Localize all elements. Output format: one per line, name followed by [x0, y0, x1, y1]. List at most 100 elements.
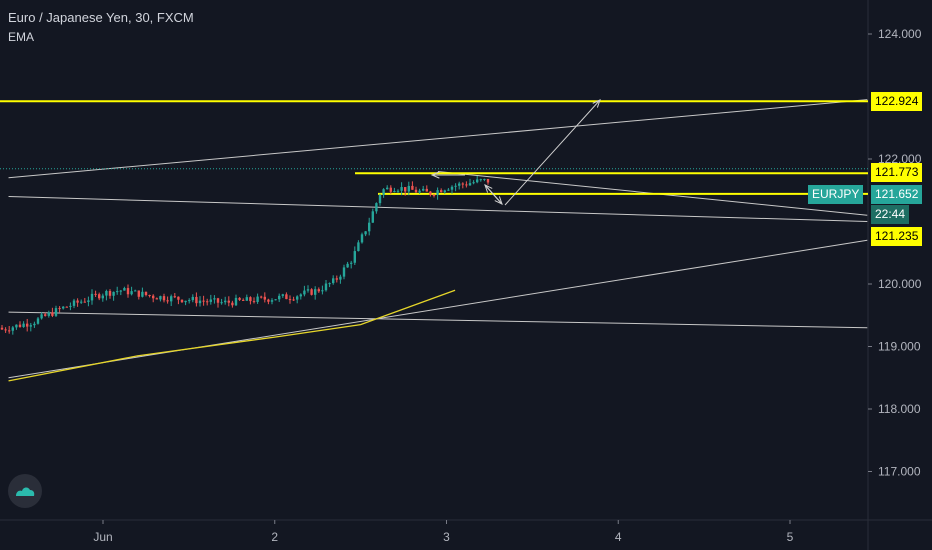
candle-body — [80, 301, 83, 303]
candle-body — [195, 296, 198, 304]
candle-body — [306, 289, 310, 291]
candle-body — [368, 222, 371, 232]
candle-body — [296, 296, 299, 300]
candle-body — [486, 178, 490, 183]
candle-body — [436, 190, 439, 195]
candle-body — [112, 291, 115, 296]
candle-body — [137, 290, 140, 297]
candle-body — [278, 295, 281, 300]
x-tick-label: 3 — [443, 530, 450, 544]
candle-body — [465, 184, 468, 186]
candle-body — [166, 300, 169, 302]
candle-body — [101, 295, 104, 299]
candle-body — [414, 189, 418, 193]
candle-body — [425, 188, 428, 192]
candle-body — [213, 298, 216, 300]
candle-body — [339, 276, 342, 280]
candle-body — [238, 297, 241, 300]
candle-body — [317, 289, 320, 292]
candle-body — [256, 296, 259, 302]
candle-body — [404, 187, 407, 192]
candle-body — [375, 203, 378, 212]
candle-body — [51, 312, 54, 316]
candle-body — [116, 291, 119, 293]
candle-body — [288, 299, 292, 301]
ema-line — [8, 289, 456, 382]
candle-body — [40, 314, 43, 319]
candle-body — [141, 291, 144, 297]
candle-body — [33, 323, 36, 326]
candle-body — [184, 300, 187, 303]
candle-body — [26, 323, 29, 327]
x-tick-label: Jun — [93, 530, 112, 544]
last-price-tag: 121.652 — [871, 185, 923, 204]
candle-body — [144, 291, 148, 295]
candle-body — [429, 191, 432, 195]
y-tick-label: 117.000 — [878, 465, 921, 479]
candle-body — [443, 190, 446, 193]
candle-body — [173, 296, 176, 298]
candle-body — [188, 300, 191, 302]
candle-body — [162, 296, 166, 301]
y-tick-label: 122.000 — [878, 152, 922, 166]
candle-body — [382, 189, 385, 195]
tradingview-logo-icon[interactable] — [8, 474, 42, 508]
projection-arrow-head — [592, 99, 601, 108]
candle-body — [285, 294, 288, 300]
pullback-arrow-reverse — [484, 184, 503, 205]
candle-body — [324, 283, 328, 291]
candle-body — [76, 300, 79, 303]
candle-body — [249, 297, 252, 302]
candle-body — [350, 262, 353, 264]
candle-body — [418, 190, 421, 193]
candle-body — [292, 299, 295, 301]
candle-body — [134, 290, 137, 292]
level-tag-2: 121.773 — [871, 163, 923, 182]
candle-body — [335, 278, 338, 280]
x-tick-label: 5 — [787, 530, 794, 544]
candle-body — [123, 288, 126, 291]
candle-body — [224, 300, 227, 303]
candle-body — [252, 301, 256, 303]
pullback-arrow-reverse-head — [484, 184, 493, 193]
candle-body — [342, 267, 346, 277]
candle-body — [245, 297, 248, 301]
candle-body — [440, 190, 443, 193]
candle-body — [267, 299, 270, 302]
candle-body — [22, 323, 25, 327]
candle-body — [472, 182, 475, 184]
candle-body — [15, 324, 18, 328]
candle-body — [130, 291, 133, 295]
candle-body — [83, 301, 86, 303]
candle-body — [483, 178, 486, 180]
candle-body — [332, 278, 335, 284]
candle-body — [321, 290, 324, 292]
x-tick-label: 2 — [271, 530, 278, 544]
candle-body — [227, 300, 230, 303]
candle-body — [242, 299, 245, 301]
candle-body — [393, 190, 396, 192]
level-tag-3: 121.235 — [871, 227, 923, 246]
candle-body — [357, 242, 360, 252]
candle-body — [468, 183, 472, 186]
candle-body — [231, 302, 234, 306]
candle-body — [4, 329, 7, 331]
candle-body — [126, 288, 130, 295]
candle-body — [432, 194, 436, 196]
candle-body — [422, 188, 425, 191]
candle-body — [400, 187, 403, 191]
candle-body — [170, 296, 173, 302]
candle-body — [47, 312, 50, 316]
candle-body — [346, 263, 349, 268]
candle-body — [216, 298, 220, 303]
trendline — [8, 311, 868, 329]
indicator-label: EMA — [8, 30, 35, 44]
candle-body — [411, 185, 414, 190]
candle-body — [209, 299, 212, 302]
candle-body — [0, 327, 4, 330]
candle-body — [386, 187, 389, 190]
candle-body — [371, 211, 374, 223]
candle-body — [69, 305, 72, 307]
candle-body — [260, 296, 263, 298]
